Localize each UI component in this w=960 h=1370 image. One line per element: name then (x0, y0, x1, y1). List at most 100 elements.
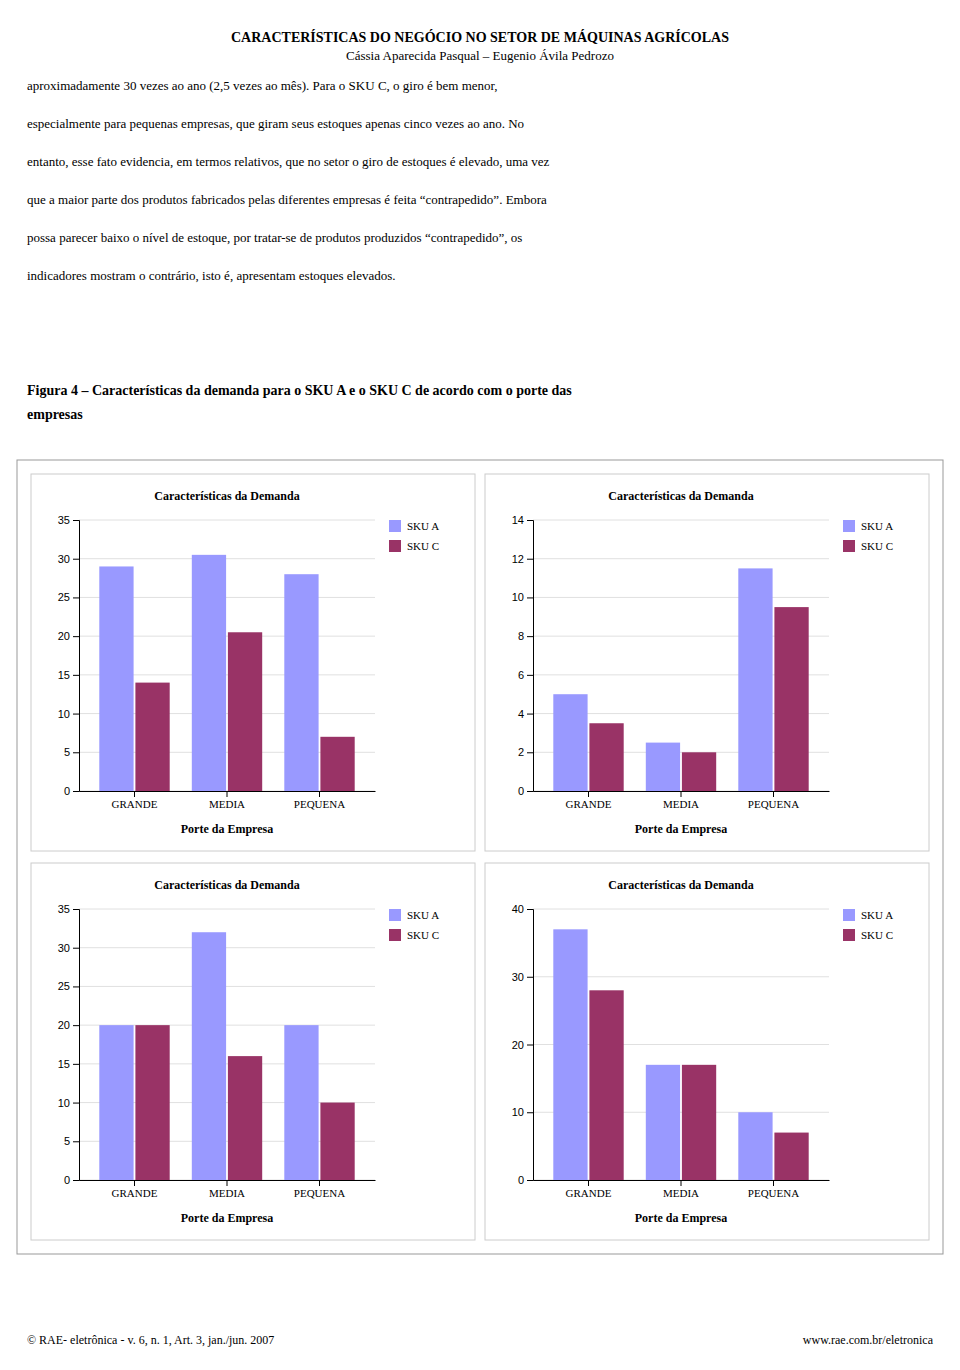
y-tick-label: 40 (512, 903, 524, 915)
y-tick-mark (73, 752, 79, 753)
y-tick: 20 (58, 630, 79, 642)
x-tick-label: PEQUENA (294, 1187, 345, 1199)
y-tick: 30 (512, 971, 533, 983)
x-axis-label: Porte da Empresa (635, 1211, 727, 1225)
body-text: especialmente para pequenas empresas, qu… (27, 116, 524, 131)
x-tick-mark (319, 791, 320, 797)
legend-item: SKU C (389, 929, 439, 941)
legend-item: SKU A (843, 520, 893, 532)
y-tick-label: 10 (58, 708, 70, 720)
panel-frame (31, 474, 475, 851)
page-subtitle: Cássia Aparecida Pasqual – Eugenio Ávila… (346, 48, 614, 63)
y-tick: 30 (58, 942, 79, 954)
bar (646, 743, 680, 791)
y-tick-label: 2 (518, 746, 524, 758)
y-tick-mark (527, 791, 533, 792)
y-tick: 15 (58, 1058, 79, 1070)
x-tick: GRANDE (566, 1180, 612, 1199)
bar (135, 1025, 169, 1180)
page-title: CARACTERÍSTICAS DO NEGÓCIO NO SETOR DE M… (231, 29, 729, 45)
y-tick-mark (527, 752, 533, 753)
y-tick-mark (527, 909, 533, 910)
y-tick: 25 (58, 980, 79, 992)
x-tick-mark (227, 791, 228, 797)
x-axis: GRANDEMEDIAPEQUENA (80, 1180, 376, 1199)
y-tick-label: 20 (512, 1039, 524, 1051)
body-text: aproximadamente 30 vezes ao ano (2,5 vez… (27, 78, 498, 93)
x-axis-label: Porte da Empresa (181, 822, 273, 836)
x-tick-label: MEDIA (663, 798, 699, 810)
bar (192, 555, 226, 791)
y-tick-mark (73, 1064, 79, 1065)
y-tick-mark (73, 986, 79, 987)
y-tick-label: 30 (58, 942, 70, 954)
legend-swatch (843, 540, 855, 552)
y-axis: 05101520253035 (58, 514, 80, 797)
grid (533, 909, 829, 1180)
y-tick-label: 5 (64, 1135, 70, 1147)
legend-label: SKU C (861, 540, 893, 552)
y-tick-mark (527, 714, 533, 715)
legend-item: SKU C (389, 540, 439, 552)
bar (682, 1065, 716, 1180)
x-tick-label: GRANDE (566, 1187, 612, 1199)
bar (738, 568, 772, 791)
y-tick-label: 30 (58, 553, 70, 565)
x-tick-mark (681, 791, 682, 797)
y-tick-label: 30 (512, 971, 524, 983)
y-tick: 12 (512, 553, 533, 565)
plot: GRANDEMEDIAPEQUENA05101520253035Porte da… (58, 514, 439, 836)
axis-domain (73, 910, 80, 1181)
panel-frame (485, 863, 929, 1240)
chart-title: Características da Demanda (154, 489, 299, 503)
figure-caption: Figura 4 – Características da demanda pa… (27, 383, 572, 398)
figure-caption: empresas (27, 407, 83, 422)
body-text: que a maior parte dos produtos fabricado… (27, 192, 547, 207)
bar (192, 932, 226, 1180)
x-tick-mark (681, 1180, 682, 1186)
y-tick: 20 (512, 1039, 533, 1051)
y-tick-label: 20 (58, 1019, 70, 1031)
bar (284, 1025, 318, 1180)
y-tick-label: 15 (58, 1058, 70, 1070)
y-tick: 4 (518, 708, 533, 720)
y-tick-label: 5 (64, 746, 70, 758)
y-tick-mark (73, 909, 79, 910)
legend-swatch (843, 909, 855, 921)
legend-label: SKU C (407, 929, 439, 941)
panel-frame (485, 474, 929, 851)
legend-label: SKU A (861, 520, 893, 532)
y-tick: 2 (518, 746, 533, 758)
bar (553, 694, 587, 791)
x-axis-label: Porte da Empresa (181, 1211, 273, 1225)
bar (320, 737, 354, 791)
bar (589, 990, 623, 1180)
axis-domain (73, 521, 80, 792)
chart-panel: GRANDEMEDIAPEQUENA05101520253035Porte da… (31, 474, 475, 851)
x-tick-label: MEDIA (663, 1187, 699, 1199)
chart-panel: GRANDEMEDIAPEQUENA02468101214Porte da Em… (485, 474, 929, 851)
y-tick-mark (527, 1112, 533, 1113)
y-tick: 5 (64, 746, 79, 758)
x-axis: GRANDE MEDIA PEQUENA (534, 1180, 830, 1199)
legend: SKU A SKU C (843, 520, 893, 552)
x-tick-label: PEQUENA (294, 798, 345, 810)
x-tick: PEQUENA (748, 1180, 799, 1199)
grid-line (533, 597, 829, 598)
legend: SKU ASKU C (389, 909, 439, 941)
y-tick: 40 (512, 903, 533, 915)
grid-line (79, 558, 375, 559)
y-tick-mark (73, 1025, 79, 1026)
legend-item: SKU A (843, 909, 893, 921)
legend-swatch (389, 520, 401, 532)
bar (320, 1103, 354, 1180)
y-tick-label: 25 (58, 591, 70, 603)
y-tick-mark (73, 948, 79, 949)
y-tick-label: 10 (58, 1097, 70, 1109)
y-tick-mark (73, 1103, 79, 1104)
chart-panel: GRANDEMEDIAPEQUENA010203040Porte da Empr… (485, 863, 929, 1240)
legend-label: SKU C (861, 929, 893, 941)
y-tick: 14 (512, 514, 533, 526)
plot: GRANDEMEDIAPEQUENA010203040Porte da Empr… (512, 903, 893, 1225)
legend-label: SKU A (407, 520, 439, 532)
